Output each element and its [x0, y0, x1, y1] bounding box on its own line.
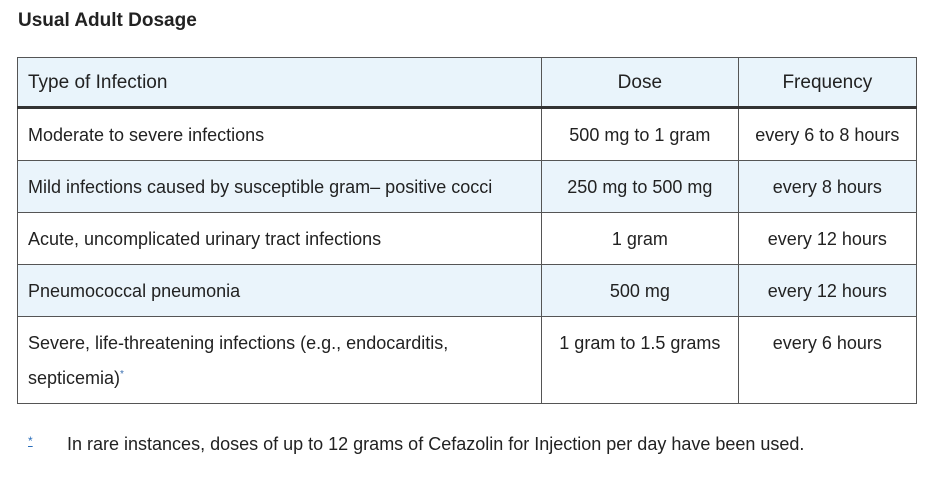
cell: Pneumococcal pneumonia	[17, 264, 542, 317]
cell: 500 mg	[541, 264, 739, 317]
cell: Moderate to severe infections	[17, 107, 542, 161]
header-cell: Dose	[541, 57, 739, 109]
cell: every 6 hours	[737, 316, 918, 404]
cell: Mild infections caused by susceptible gr…	[17, 160, 542, 213]
cell: Acute, uncomplicated urinary tract infec…	[17, 212, 542, 265]
section-title: Usual Adult Dosage	[18, 10, 197, 31]
cell: 250 mg to 500 mg	[541, 160, 739, 213]
header-row: Type of Infection Dose Frequency	[17, 57, 918, 109]
footnote-marker[interactable]: *	[28, 434, 33, 448]
cell: every 6 to 8 hours	[737, 107, 918, 161]
cell-text: Severe, life-threatening infections (e.g…	[28, 333, 449, 388]
cell: Severe, life-threatening infections (e.g…	[17, 316, 542, 404]
cell: 1 gram to 1.5 grams	[541, 316, 739, 404]
note-ref[interactable]: *	[120, 369, 124, 380]
row: Moderate to severe infections 500 mg to …	[17, 107, 918, 161]
row: Pneumococcal pneumonia 500 mg every 12 h…	[17, 264, 918, 317]
footnote-text: In rare instances, doses of up to 12 gra…	[67, 434, 805, 454]
header-cell: Type of Infection	[17, 57, 542, 109]
cell: every 8 hours	[737, 160, 918, 213]
dosage-table: Type of Infection Dose Frequency Moderat…	[17, 57, 918, 404]
header-cell: Frequency	[737, 57, 918, 109]
row: Mild infections caused by susceptible gr…	[17, 160, 918, 213]
row: Severe, life-threatening infections (e.g…	[17, 316, 918, 404]
cell: 500 mg to 1 gram	[541, 107, 739, 161]
cell: every 12 hours	[737, 264, 918, 317]
cell: 1 gram	[541, 212, 739, 265]
row: Acute, uncomplicated urinary tract infec…	[17, 212, 918, 265]
footnote: * In rare instances, doses of up to 12 g…	[28, 434, 804, 455]
cell: every 12 hours	[737, 212, 918, 265]
